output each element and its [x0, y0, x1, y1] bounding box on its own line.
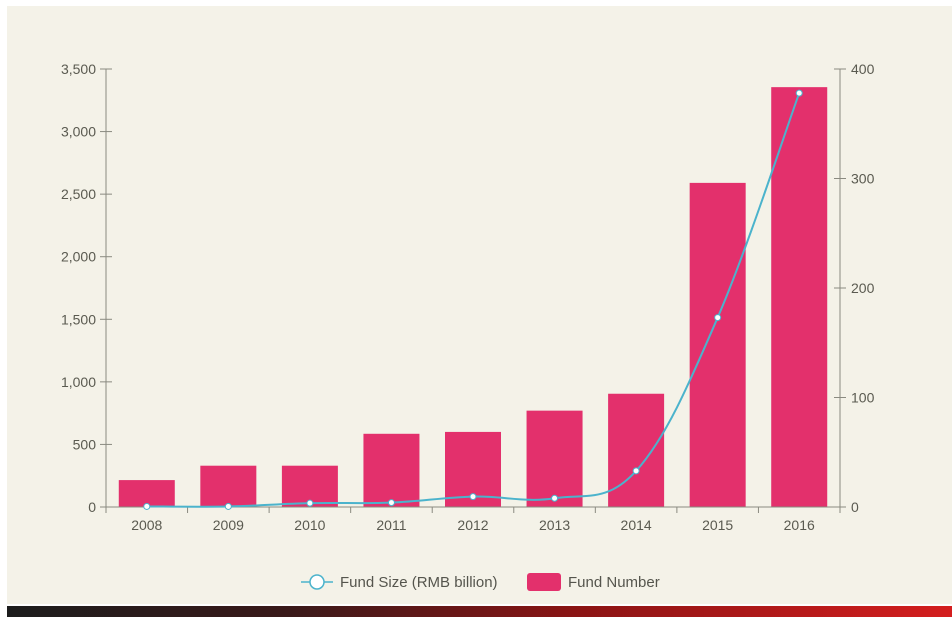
x-tick-label: 2008: [131, 517, 162, 533]
x-tick-label: 2010: [294, 517, 325, 533]
point-fund-size: [469, 493, 477, 501]
x-tick-label: 2015: [702, 517, 733, 533]
left-y-tick-label: 1,000: [61, 374, 96, 390]
legend-label-fund-number: Fund Number: [568, 574, 660, 591]
point-fund-size: [387, 499, 395, 507]
bar-fund-number: [118, 480, 175, 507]
left-y-tick-label: 2,000: [61, 249, 96, 265]
footer-stripe: [7, 606, 952, 617]
point-fund-size: [714, 314, 722, 322]
bar-fund-number: [200, 465, 257, 507]
legend-label-fund-size: Fund Size (RMB billion): [340, 574, 498, 591]
x-tick-label: 2016: [784, 517, 815, 533]
x-tick-label: 2011: [376, 517, 406, 533]
point-fund-size: [632, 467, 640, 475]
point-fund-size: [306, 499, 314, 507]
right-y-tick-label: 0: [851, 499, 859, 515]
right-y-tick-label: 100: [851, 390, 875, 406]
point-fund-size: [143, 502, 151, 510]
point-fund-size: [795, 89, 803, 97]
right-y-tick-label: 400: [851, 61, 875, 77]
bar-fund-number: [526, 410, 583, 507]
bar-fund-number: [689, 182, 746, 507]
left-y-tick-label: 2,500: [61, 186, 96, 202]
x-tick-label: 2009: [213, 517, 244, 533]
left-y-tick-label: 500: [73, 436, 97, 452]
bar-fund-number: [771, 87, 828, 507]
legend-rect-marker: [527, 573, 561, 591]
x-tick-label: 2014: [621, 517, 652, 533]
x-tick-label: 2013: [539, 517, 570, 533]
right-y-tick-label: 300: [851, 171, 875, 187]
bar-fund-number: [608, 393, 665, 507]
left-y-tick-label: 0: [88, 499, 96, 515]
left-y-tick-label: 3,500: [61, 61, 96, 77]
left-y-tick-label: 1,500: [61, 311, 96, 327]
point-fund-size: [551, 494, 559, 502]
bar-fund-number: [363, 433, 420, 507]
left-y-tick-label: 3,000: [61, 124, 96, 140]
point-fund-size: [224, 502, 232, 510]
right-y-tick-label: 200: [851, 280, 875, 296]
x-tick-label: 2012: [457, 517, 488, 533]
legend-circle-marker: [309, 574, 325, 590]
